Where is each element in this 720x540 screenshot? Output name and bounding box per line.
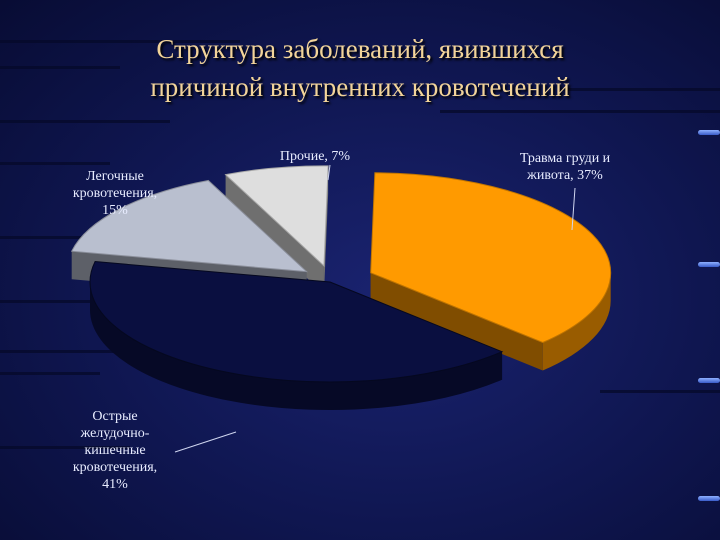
decorative-dash — [698, 378, 720, 383]
decorative-dash — [698, 130, 720, 135]
background-stripe — [0, 120, 170, 123]
slice-gi-bleeding — [89, 261, 504, 411]
background-stripe — [0, 66, 120, 69]
background-stripe — [0, 300, 120, 303]
slide-title-line: Структура заболеваний, явившихся — [156, 34, 564, 64]
label-gi-line: кишечные — [84, 443, 146, 458]
slice-pulmonary-top — [70, 179, 309, 273]
slice-trauma-top — [370, 172, 612, 344]
label-gi-line: 41% — [102, 477, 128, 492]
label-trauma-line: Травма груди и — [519, 151, 611, 166]
label-trauma: Травма груди и живота, 37% — [490, 150, 640, 184]
slice-other — [224, 165, 329, 294]
slide-title-line: причиной внутренних кровотечений — [150, 72, 570, 102]
label-other-line: Прочие, 7% — [279, 149, 351, 164]
label-pulmonary-line: Легочные — [86, 169, 144, 184]
label-pulmonary-line: кровотечения, — [72, 186, 158, 201]
label-other: Прочие, 7% — [250, 148, 380, 165]
background-stripe — [600, 390, 720, 393]
leader-other — [327, 164, 331, 181]
slice-gi-bleeding-top — [89, 261, 504, 383]
leader-gi — [174, 431, 237, 453]
background-stripe — [0, 40, 240, 43]
background-stripe — [0, 372, 100, 375]
label-pulmonary: Легочные кровотечения, 15% — [40, 168, 190, 219]
label-pulmonary-line: 15% — [102, 203, 128, 218]
background-stripe — [560, 88, 720, 91]
slice-other-wall — [225, 174, 324, 294]
slice-trauma — [370, 172, 612, 371]
slice-trauma-wall — [370, 272, 543, 371]
decorative-dash — [698, 496, 720, 501]
slide-title: Структура заболеваний, явившихся причино… — [60, 30, 660, 106]
label-gi-line: кровотечения, — [72, 460, 158, 475]
background-stripe — [0, 350, 180, 353]
background-stripe — [0, 236, 150, 239]
decorative-dash — [698, 262, 720, 267]
label-gi-bleeding: Острые желудочно- кишечные кровотечения,… — [50, 408, 180, 493]
label-trauma-line: живота, 37% — [527, 168, 603, 183]
background-stripe — [0, 162, 110, 165]
slice-other-top — [224, 165, 329, 267]
label-gi-line: Острые — [92, 409, 138, 424]
label-gi-line: желудочно- — [80, 426, 150, 441]
slice-trauma-rim — [542, 272, 611, 371]
leader-trauma — [571, 187, 576, 231]
background-stripe — [0, 446, 130, 449]
background-stripe — [440, 110, 720, 113]
